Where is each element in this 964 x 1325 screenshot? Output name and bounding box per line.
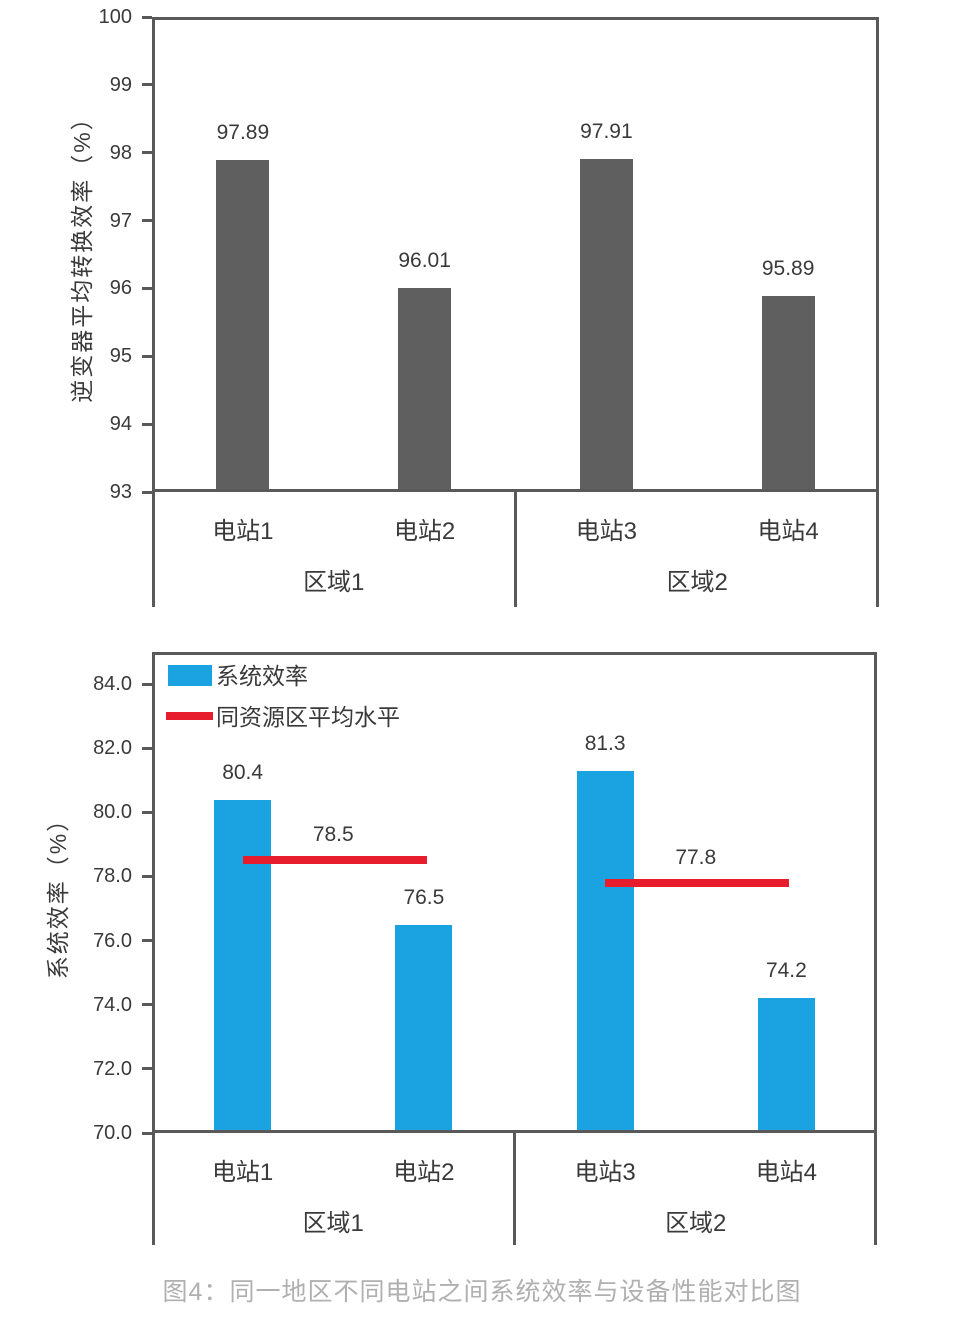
average-line [242,856,427,865]
bar [579,158,633,489]
figure-caption: 图4：同一地区不同电站之间系统效率与设备性能对比图 [162,1278,802,1306]
y-axis-tick [142,422,152,426]
category-divider [513,1133,516,1245]
y-tick-label: 82.0 [93,737,132,760]
group-label: 区域2 [665,1210,727,1237]
y-axis-tick [142,939,152,943]
bar-value-label: 97.91 [580,119,633,143]
category-label: 电站3 [575,518,638,545]
category-label: 电站4 [755,1159,818,1186]
y-tick-label: 96 [109,277,132,300]
plot-frame [152,17,879,492]
y-axis-tick [142,15,152,19]
y-tick-label: 94 [109,413,132,436]
group-label: 区域2 [666,569,728,596]
y-axis-tick [142,490,152,494]
y-axis-title: 逆变器平均转换效率（%） [69,105,95,403]
bar [576,770,634,1130]
y-tick-label: 93 [109,481,132,503]
y-axis-tick [142,83,152,87]
y-axis-title: 系统效率（%） [45,806,71,980]
bar [398,287,452,489]
category-label: 电站2 [393,518,456,545]
bar-value-label: 95.89 [761,256,815,280]
category-label: 电站1 [212,518,274,545]
legend-line-label: 同资源区平均水平 [216,704,400,730]
plot-frame [152,652,877,1133]
y-axis-tick [142,810,152,814]
y-tick-label: 70.0 [93,1122,132,1144]
bar-value-label: 74.2 [765,959,807,983]
y-tick-label: 98 [109,141,132,164]
legend-bar-swatch [168,665,212,686]
category-label: 电站2 [393,1159,455,1186]
y-axis-tick [142,286,152,290]
y-tick-label: 72.0 [93,1057,132,1080]
category-divider [514,492,517,607]
group-label: 区域1 [303,569,365,596]
bar [214,799,272,1130]
average-line-label: 77.8 [675,845,717,869]
y-axis-tick [142,219,152,223]
bar-value-label: 76.5 [403,885,445,909]
bar [216,160,270,489]
y-tick-label: 76.0 [93,929,132,952]
y-tick-label: 80.0 [93,801,132,824]
y-axis-tick [142,874,152,878]
bar-value-label: 80.4 [222,760,264,784]
category-label: 电站4 [757,518,819,545]
legend-line-swatch [166,712,213,720]
category-label: 电站1 [211,1159,274,1186]
y-axis-tick [142,151,152,155]
average-line [605,878,790,887]
y-tick-label: 84.0 [93,673,132,696]
y-axis-tick [142,1131,152,1135]
bar-value-label: 97.89 [216,121,270,145]
y-axis-tick [142,354,152,358]
legend-bar-label: 系统效率 [216,663,308,689]
y-axis-tick [142,1067,152,1071]
y-tick-label: 78.0 [93,865,132,888]
group-label: 区域1 [302,1210,364,1237]
bar-value-label: 81.3 [584,731,626,755]
y-tick-label: 74.0 [93,993,132,1016]
bar [757,998,815,1130]
category-divider [152,1133,155,1245]
y-tick-label: 95 [109,345,132,368]
bar [395,924,453,1130]
bar-value-label: 96.01 [398,248,451,272]
y-axis-tick [142,1003,152,1007]
category-divider [152,492,155,607]
category-divider [876,492,879,607]
y-axis-tick [142,746,152,750]
average-line-label: 78.5 [312,823,354,847]
category-divider [874,1133,877,1245]
y-tick-label: 97 [109,209,132,232]
bar [761,295,815,489]
category-label: 电站3 [574,1159,636,1186]
y-axis-tick [142,682,152,686]
y-tick-label: 99 [109,73,132,96]
y-tick-label: 100 [98,6,132,28]
